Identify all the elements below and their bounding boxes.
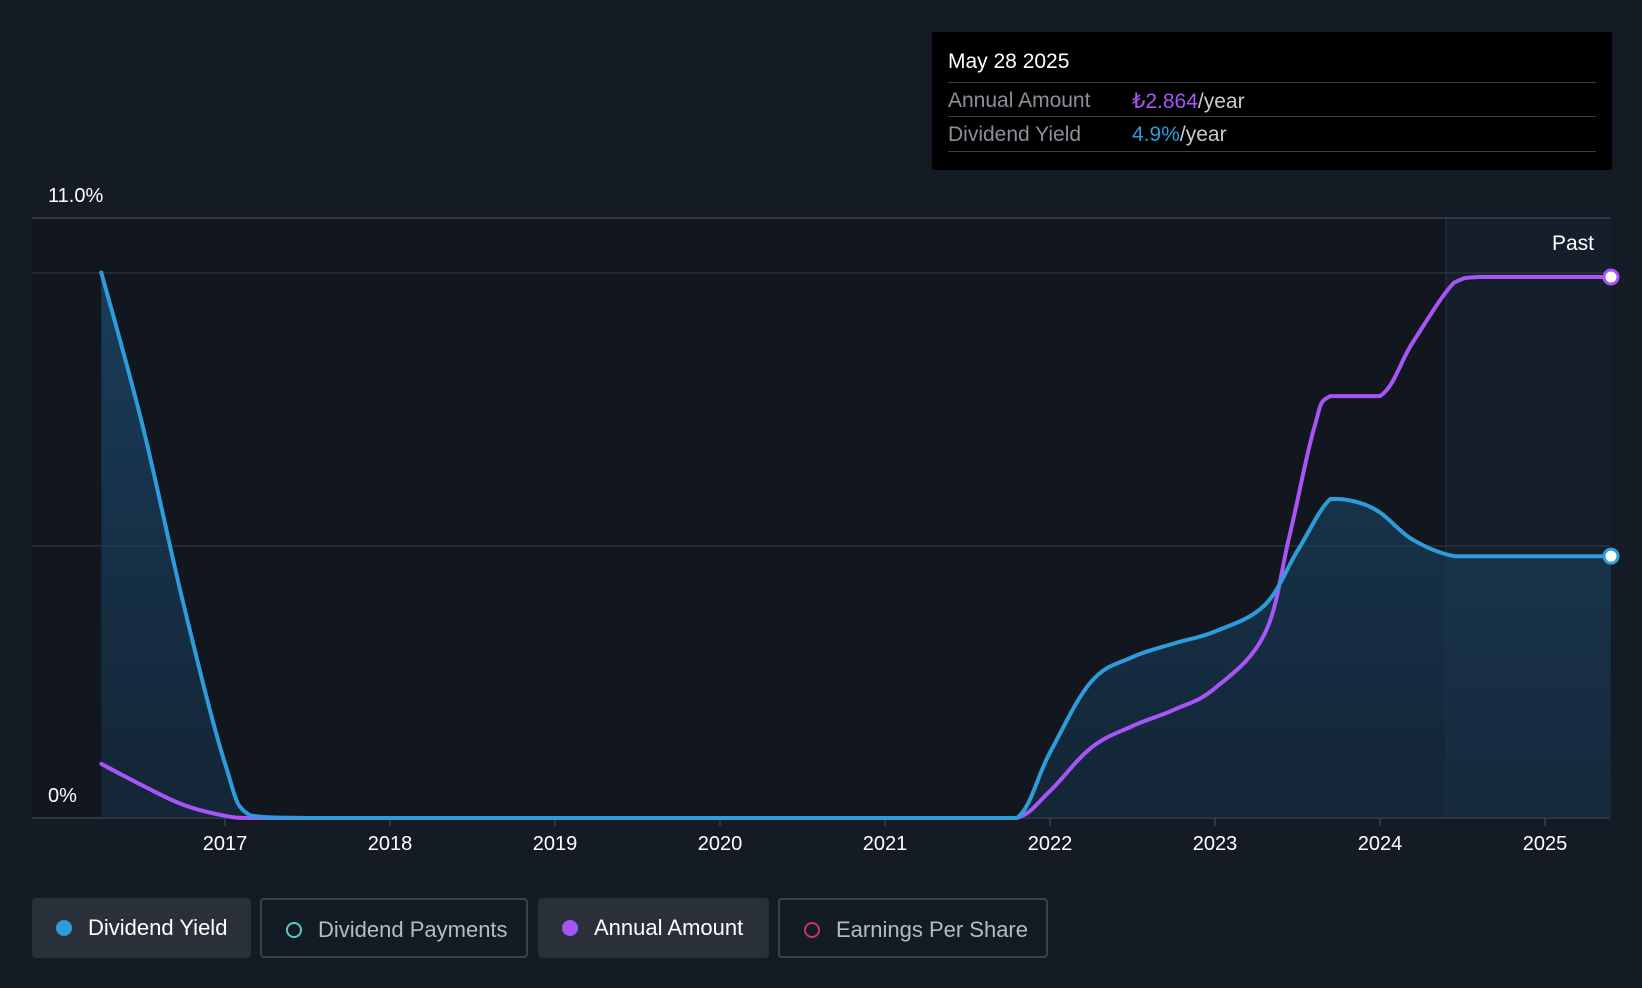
legend-dot-icon <box>562 920 578 936</box>
x-tick-label-2023: 2023 <box>1193 833 1238 855</box>
annual-amount-end-point[interactable] <box>1602 268 1620 286</box>
x-tick-label-2019: 2019 <box>533 833 578 855</box>
x-tick-label-2024: 2024 <box>1358 833 1403 855</box>
x-tick-label-2021: 2021 <box>863 833 908 855</box>
tooltip-label: Dividend Yield <box>948 123 1082 146</box>
tooltip-value-unit: /year <box>1197 90 1245 113</box>
legend-label: Annual Amount <box>594 915 744 940</box>
tooltip-value-number: 4.9% <box>1132 123 1180 146</box>
x-tick-label-2018: 2018 <box>368 833 413 855</box>
tooltip-date: May 28 2025 <box>948 50 1070 73</box>
tooltip-value-unit: /year <box>1179 123 1227 146</box>
legend-label: Dividend Payments <box>318 917 508 942</box>
dividend-yield-area <box>101 272 1611 818</box>
legend-ring-icon <box>804 922 820 938</box>
y-tick-label-top: 11.0% <box>48 185 103 207</box>
legend-item-annual-amount[interactable]: Annual Amount <box>538 898 769 958</box>
past-label: Past <box>1552 232 1594 255</box>
x-tick-label-2022: 2022 <box>1028 833 1073 855</box>
legend-item-dividend-yield[interactable]: Dividend Yield <box>32 898 251 958</box>
dividend-yield-end-point[interactable] <box>1602 547 1620 565</box>
x-tick-label-2017: 2017 <box>203 833 248 855</box>
dividend-yield-line <box>99 270 1613 821</box>
legend-ring-icon <box>286 922 302 938</box>
x-tick-label-2025: 2025 <box>1523 833 1568 855</box>
tooltip: May 28 2025 Annual Amount ₺2.864/year Di… <box>932 32 1612 170</box>
legend-item-dividend-payments[interactable]: Dividend Payments <box>260 898 528 958</box>
x-axis-labels: 2017 2018 2019 2020 2021 2022 2023 2024 2025 <box>203 833 1568 855</box>
tooltip-label: Annual Amount <box>948 89 1091 112</box>
tooltip-value-number: ₺2.864 <box>1132 90 1198 113</box>
legend-label: Earnings Per Share <box>836 917 1028 942</box>
tooltip-row-dividend-yield: Dividend Yield 4.9%/year <box>948 116 1596 152</box>
tooltip-value: ₺2.864/year <box>1132 89 1245 114</box>
tooltip-value: 4.9%/year <box>1132 123 1227 147</box>
legend-label: Dividend Yield <box>88 915 228 940</box>
y-tick-label-zero: 0% <box>48 785 77 807</box>
x-tick-label-2020: 2020 <box>698 833 743 855</box>
tooltip-row-annual-amount: Annual Amount ₺2.864/year <box>948 82 1596 117</box>
legend-dot-icon <box>56 920 72 936</box>
legend-item-earnings-per-share[interactable]: Earnings Per Share <box>778 898 1048 958</box>
